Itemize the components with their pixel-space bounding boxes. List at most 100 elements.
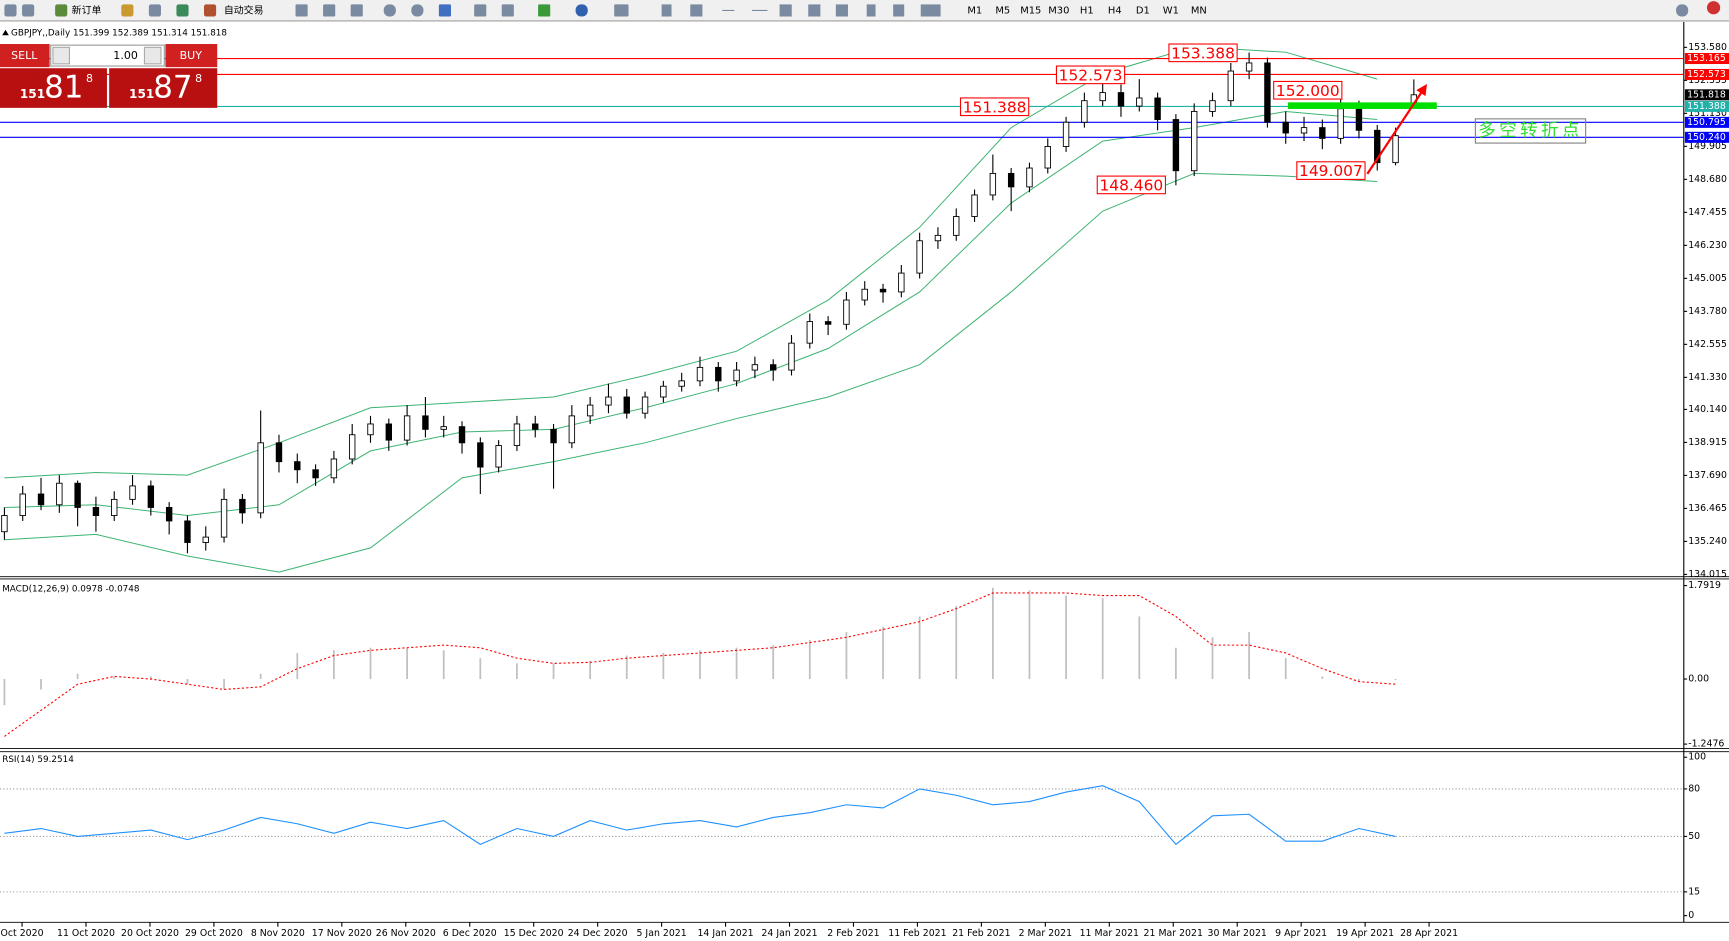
macd-bar [1211, 637, 1214, 680]
x-tick-label: 24 Jan 2021 [761, 928, 817, 939]
macd-bar [186, 679, 189, 685]
macd-bar [76, 673, 79, 680]
candle-body [605, 396, 612, 406]
annotation: 153.388 [1171, 44, 1235, 62]
x-tick-label: 11 Oct 2020 [57, 928, 115, 939]
annotation-box [1168, 43, 1238, 63]
x-tick-label: 9 Apr 2021 [1275, 928, 1327, 939]
candle-body [385, 423, 393, 441]
candle-body [751, 364, 759, 371]
macd-bar [1175, 647, 1177, 680]
timeframe-button[interactable]: MN [1191, 5, 1207, 16]
annotation-box [959, 97, 1030, 117]
lots-input[interactable] [50, 44, 165, 67]
candle-body [1172, 119, 1180, 172]
x-tick-label: 2 Feb 2021 [827, 928, 879, 939]
y-tick-label: 146.230 [1688, 240, 1727, 251]
toolbar-button[interactable]: 新订单 [72, 3, 102, 16]
y-tick-label: 147.455 [1688, 207, 1727, 218]
timeframe-button[interactable]: H1 [1080, 5, 1094, 16]
y-tick-label: 80 [1688, 783, 1700, 794]
y-tick-label: 140.140 [1688, 404, 1727, 415]
annotation-box [1296, 161, 1366, 180]
toolbar-icons [4, 1, 1721, 17]
macd-bar [1284, 658, 1287, 680]
y-tick-label: 143.780 [1688, 306, 1727, 317]
candle-body [19, 493, 26, 516]
candle-body [330, 458, 338, 479]
lots-value: 1.00 [113, 49, 138, 62]
x-tick-label: 26 Nov 2020 [376, 928, 436, 939]
timeframe-button[interactable]: M5 [995, 5, 1010, 16]
main-panel [0, 22, 1684, 577]
macd-bar [845, 632, 848, 680]
sell-header[interactable] [0, 44, 50, 68]
macd-bar [772, 645, 775, 680]
macd-bar [735, 647, 738, 680]
macd-bar [1101, 598, 1104, 680]
macd-bar [406, 647, 408, 680]
price-tag-label: 153.165 [1687, 53, 1726, 64]
candle-body [348, 434, 356, 460]
x-tick-label: 28 Apr 2021 [1400, 928, 1458, 939]
candle-body [1300, 127, 1308, 134]
y-tick-label: 145.005 [1688, 273, 1727, 284]
annotation: 151.388 [963, 98, 1027, 116]
x-tick-label: 17 Nov 2020 [312, 928, 372, 939]
macd-bar [259, 673, 262, 680]
candle-body [184, 520, 191, 543]
buy-header[interactable] [165, 44, 218, 68]
y-tick-label: 151.130 [1688, 108, 1727, 119]
toolbar-button[interactable]: 自动交易 [224, 3, 264, 16]
spin-down[interactable] [52, 46, 71, 65]
indicator-title: MACD(12,26,9) 0.0978 -0.0748 [2, 584, 139, 594]
price-tag-label: 152.573 [1687, 69, 1726, 80]
annotation: 152.000 [1276, 82, 1340, 100]
timeframe-button[interactable]: D1 [1136, 5, 1150, 16]
candle-body [568, 415, 576, 444]
note-box [1474, 118, 1587, 144]
y-tick-label: 135.240 [1688, 536, 1727, 547]
y-tick-label: 0.00 [1688, 674, 1709, 685]
candle-body [257, 442, 264, 514]
spin-up[interactable] [143, 46, 162, 65]
macd-bar [113, 676, 116, 680]
candle-body [312, 469, 319, 479]
support-zone [1287, 102, 1437, 109]
candle-body [74, 482, 81, 508]
candle-body [1136, 97, 1143, 107]
macd-bar [296, 652, 299, 680]
price-tag [1684, 131, 1729, 143]
timeframe-button[interactable]: M30 [1048, 5, 1069, 16]
y-tick-label: 134.015 [1688, 569, 1727, 580]
candle-body [770, 364, 777, 371]
annotation-box [1096, 175, 1166, 195]
macd-bar [955, 606, 958, 680]
candle-body [220, 498, 228, 538]
candle-body [92, 507, 100, 516]
x-tick-label: Oct 2020 [1, 928, 44, 939]
candle-body [440, 426, 447, 430]
sell-button[interactable] [0, 68, 107, 108]
annotation-box [1055, 65, 1126, 85]
candle-body [129, 485, 136, 500]
buy-button[interactable] [109, 68, 218, 108]
macd-bar [1358, 679, 1360, 682]
macd-bar [1321, 676, 1324, 680]
y-tick-label: 136.465 [1688, 503, 1727, 514]
price-tag-label: 150.240 [1687, 132, 1726, 143]
timeframe-button[interactable]: M1 [967, 5, 982, 16]
x-tick-label: 11 Mar 2021 [1080, 928, 1139, 939]
macd-bar [369, 647, 372, 680]
timeframe-button[interactable]: H4 [1108, 5, 1122, 16]
timeframe-button[interactable]: M15 [1020, 5, 1041, 16]
candle-body [147, 485, 155, 508]
timeframe-button[interactable]: W1 [1163, 5, 1179, 16]
candle-body [294, 461, 301, 471]
candle-body [1282, 121, 1289, 134]
candle-body [733, 369, 740, 382]
candle-body [953, 216, 960, 236]
x-tick-label: 11 Feb 2021 [888, 928, 946, 939]
